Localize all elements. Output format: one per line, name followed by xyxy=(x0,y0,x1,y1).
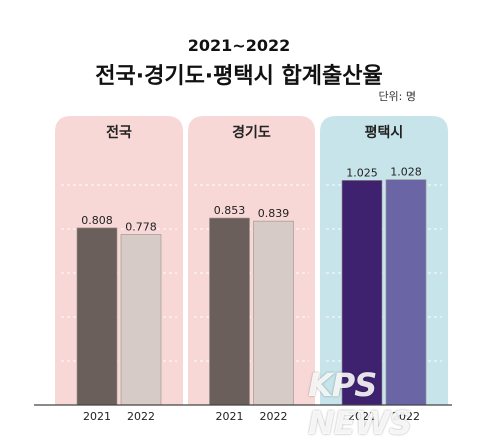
x-tick-label: 2021 xyxy=(83,410,111,423)
x-tick-label: 2021 xyxy=(216,410,244,423)
group-label: 전국 xyxy=(106,124,132,141)
x-tick-label: 2021 xyxy=(348,410,376,423)
panel-2 xyxy=(188,116,315,405)
group-label: 평택시 xyxy=(365,124,404,141)
bar xyxy=(341,180,383,406)
data-label: 0.808 xyxy=(81,214,113,227)
bar xyxy=(385,179,427,406)
data-label: 1.025 xyxy=(346,166,378,179)
chart-subtitle: 2021~2022 xyxy=(187,36,291,55)
watermark-logo: KPS NEWS xyxy=(308,366,412,442)
panel-3 xyxy=(320,116,448,405)
data-label: 1.028 xyxy=(390,166,422,179)
unit-label: 단위: 명 xyxy=(378,90,416,103)
bar xyxy=(209,217,250,406)
panel-1 xyxy=(55,116,183,405)
data-label: 0.778 xyxy=(125,220,157,233)
data-label: 0.839 xyxy=(258,207,290,220)
bar-chart: 전국 0.808 2021 0.778 2022 경기도 0.853 2021 0.839 202… xyxy=(34,116,452,423)
x-tick-label: 2022 xyxy=(127,410,155,423)
x-tick-label: 2022 xyxy=(260,410,288,423)
bar xyxy=(120,234,162,406)
group-label: 경기도 xyxy=(232,124,271,141)
x-tick-label: 2022 xyxy=(392,410,420,423)
bar xyxy=(76,227,118,406)
data-label: 0.853 xyxy=(214,204,246,217)
chart-title: 전국·경기도·평택시 합계출산율 xyxy=(95,64,383,89)
bar xyxy=(253,220,294,406)
